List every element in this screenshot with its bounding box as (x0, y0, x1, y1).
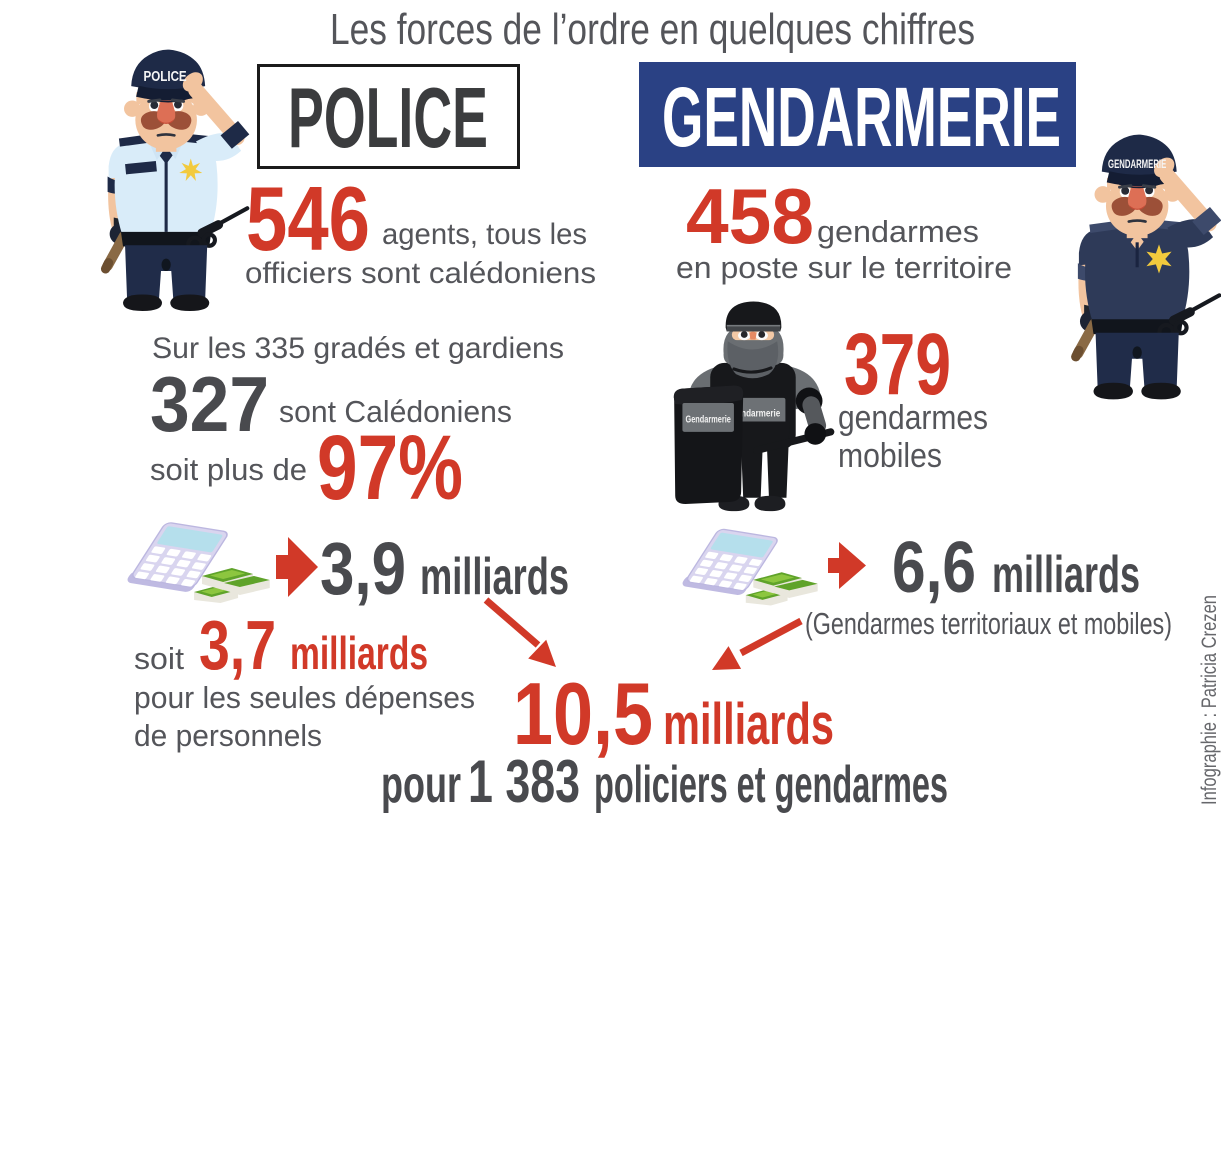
svg-text:1 383: 1 383 (468, 748, 580, 815)
svg-text:10,5: 10,5 (513, 664, 653, 763)
svg-text:sont Calédoniens: sont Calédoniens (279, 394, 512, 429)
svg-text:pour: pour (381, 756, 461, 814)
svg-text:agents, tous les: agents, tous les (382, 218, 587, 251)
svg-text:546: 546 (246, 169, 370, 270)
svg-text:policiers et gendarmes: policiers et gendarmes (594, 756, 948, 814)
svg-text:milliards: milliards (290, 627, 428, 679)
svg-text:POLICE: POLICE (144, 69, 187, 85)
svg-text:soit plus de: soit plus de (150, 452, 307, 487)
svg-text:pour les seules dépenses: pour les seules dépenses (134, 680, 475, 715)
svg-text:milliards: milliards (992, 546, 1140, 604)
svg-text:Sur les 335 gradés et gardiens: Sur les 335 gradés et gardiens (152, 332, 564, 365)
svg-text:soit: soit (134, 641, 184, 676)
svg-text:ndarmerie: ndarmerie (741, 408, 780, 419)
svg-text:milliards: milliards (420, 548, 569, 606)
svg-text:POLICE: POLICE (288, 71, 488, 166)
svg-text:3,9: 3,9 (320, 527, 406, 610)
svg-text:458: 458 (686, 172, 814, 260)
svg-text:3,7: 3,7 (199, 606, 276, 684)
svg-text:GENDARMERIE: GENDARMERIE (1108, 157, 1166, 171)
svg-text:de personnels: de personnels (134, 718, 322, 753)
svg-text:gendarmes: gendarmes (817, 214, 979, 249)
svg-text:gendarmes: gendarmes (838, 399, 988, 437)
svg-text:milliards: milliards (663, 692, 834, 757)
svg-text:Gendarmerie: Gendarmerie (686, 415, 732, 426)
svg-text:Les forces de l’ordre en quelq: Les forces de l’ordre en quelques chiffr… (330, 5, 975, 54)
svg-text:mobiles: mobiles (838, 437, 942, 475)
svg-text:officiers sont calédoniens: officiers sont calédoniens (245, 257, 596, 290)
svg-text:327: 327 (150, 360, 269, 448)
svg-text:Infographie : Patricia Crezen: Infographie : Patricia Crezen (1198, 595, 1221, 805)
svg-text:97%: 97% (317, 417, 463, 519)
svg-text:(Gendarmes territoriaux et mob: (Gendarmes territoriaux et mobiles) (805, 606, 1172, 641)
svg-text:379: 379 (844, 316, 951, 413)
svg-text:6,6: 6,6 (892, 528, 976, 608)
svg-text:en poste sur le territoire: en poste sur le territoire (676, 250, 1012, 285)
svg-text:GENDARMERIE: GENDARMERIE (662, 70, 1061, 164)
